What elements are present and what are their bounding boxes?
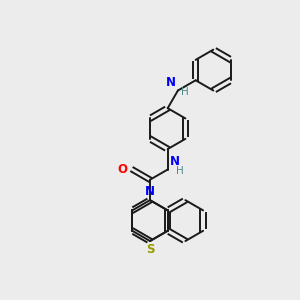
Text: N: N [145, 185, 155, 198]
Text: N: N [166, 76, 176, 89]
Text: S: S [146, 243, 154, 256]
Text: N: N [169, 155, 180, 168]
Text: H: H [181, 87, 189, 97]
Text: O: O [118, 163, 128, 176]
Text: H: H [176, 166, 184, 176]
